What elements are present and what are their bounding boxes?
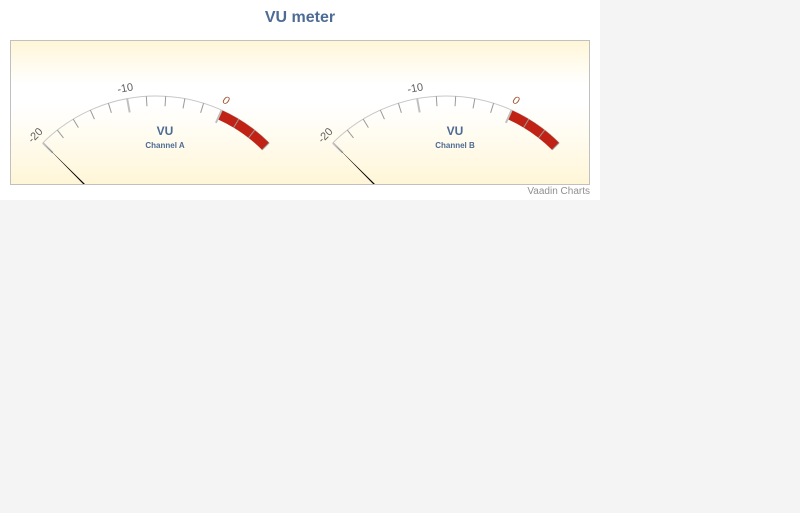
vu-gauge-a: -20 -10 0 VU Channel A (26, 81, 270, 184)
plot-area: -20 -10 0 VU Channel A -20 -10 0 VU Channel B (10, 40, 590, 185)
minor-tick (261, 142, 270, 151)
minor-tick (379, 109, 385, 120)
minor-tick (182, 98, 186, 109)
channel-label: Channel A (145, 141, 184, 150)
minor-tick (362, 118, 369, 128)
minor-tick (233, 118, 240, 128)
minor-tick (346, 129, 354, 139)
major-tick (126, 98, 131, 113)
minor-tick (523, 118, 530, 128)
chart-title: VU meter (264, 9, 336, 26)
credits-link[interactable]: Vaadin Charts (527, 186, 590, 197)
tick-label: 0 (511, 94, 522, 108)
minor-tick (248, 129, 256, 139)
vu-gauges-svg: -20 -10 0 VU Channel A -20 -10 0 VU Channel B (26, 81, 560, 184)
minor-tick (145, 96, 148, 107)
minor-tick (490, 103, 495, 113)
minor-tick (538, 129, 546, 139)
tick-label: -10 (406, 81, 424, 96)
minor-tick (454, 96, 457, 107)
major-tick (215, 109, 223, 124)
channel-label: Channel B (435, 141, 475, 150)
tick-label: -10 (116, 81, 134, 96)
gauge-needle (334, 144, 375, 184)
minor-tick (397, 103, 402, 113)
minor-tick (200, 103, 205, 113)
gauge-label: VU (157, 124, 174, 138)
major-tick (416, 98, 421, 113)
minor-tick (472, 98, 476, 109)
vu-gauge-b: -20 -10 0 VU Channel B (316, 81, 560, 184)
minor-tick (551, 142, 560, 151)
minor-tick (72, 118, 79, 128)
minor-tick (107, 103, 112, 113)
gauge-label: VU (447, 124, 464, 138)
plot-band-red (217, 110, 270, 150)
chart-container: VU meter -20 -10 0 VU Channel A -20 -10 0 VU Chan… (0, 0, 600, 200)
major-tick (505, 109, 513, 124)
tick-label: 0 (221, 94, 232, 108)
gauge-needle (44, 144, 85, 184)
minor-tick (89, 109, 95, 120)
minor-tick (435, 96, 438, 107)
plot-band-red (507, 110, 560, 150)
tick-label: -20 (316, 126, 336, 146)
tick-label: -20 (26, 126, 46, 146)
minor-tick (56, 129, 64, 139)
minor-tick (164, 96, 167, 107)
